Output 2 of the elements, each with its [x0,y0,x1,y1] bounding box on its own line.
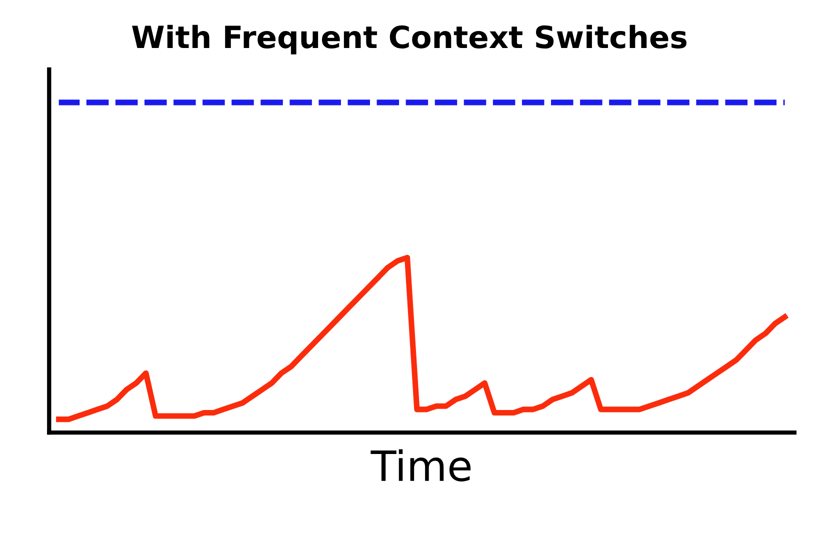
chart-title: With Frequent Context Switches [132,24,686,54]
x-axis-title: Time [370,449,471,482]
